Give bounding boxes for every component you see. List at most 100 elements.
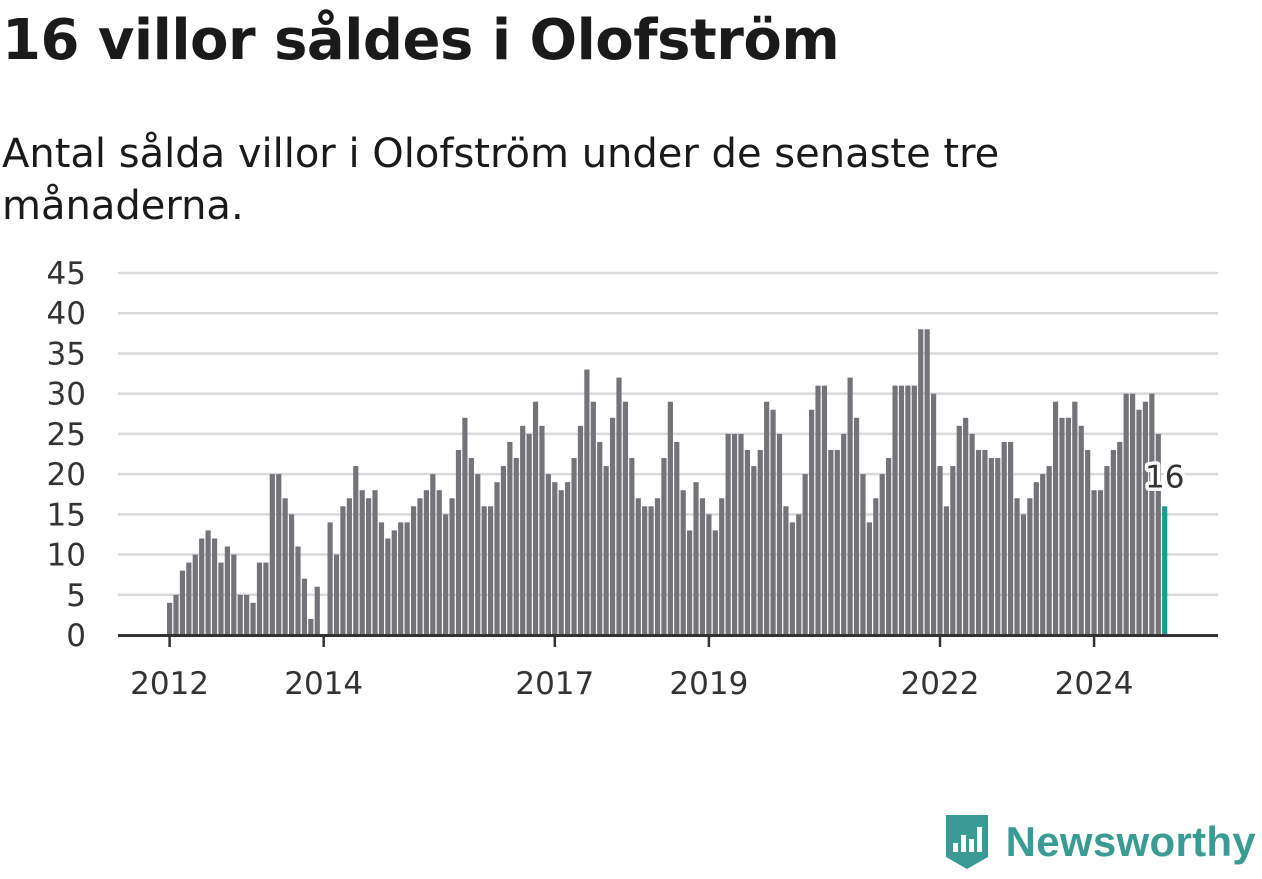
bar bbox=[744, 449, 750, 635]
bar bbox=[892, 385, 898, 635]
x-tick-label: 2017 bbox=[515, 666, 594, 702]
bar bbox=[648, 506, 654, 635]
annotations: 16 bbox=[1141, 456, 1187, 499]
bar bbox=[443, 514, 449, 635]
bar bbox=[603, 466, 609, 635]
bar bbox=[565, 482, 571, 635]
bar bbox=[1110, 449, 1116, 635]
bar bbox=[1136, 409, 1142, 635]
bar bbox=[841, 433, 847, 635]
bar bbox=[218, 562, 224, 635]
bar bbox=[616, 377, 622, 635]
brand-name: Newsworthy bbox=[1005, 818, 1256, 865]
bar bbox=[558, 490, 564, 635]
x-tick-label: 2012 bbox=[130, 666, 209, 702]
bar bbox=[391, 530, 397, 635]
bar bbox=[693, 482, 699, 635]
bar bbox=[475, 474, 481, 635]
bar bbox=[706, 514, 712, 635]
bar bbox=[725, 433, 731, 635]
bar bbox=[860, 474, 866, 635]
bar bbox=[988, 458, 994, 635]
x-tick-label: 2022 bbox=[901, 666, 980, 702]
bar bbox=[924, 329, 930, 635]
bar bbox=[552, 482, 558, 635]
bar bbox=[1078, 425, 1084, 635]
bar bbox=[590, 401, 596, 635]
bar bbox=[738, 433, 744, 635]
bar bbox=[417, 498, 423, 635]
bar bbox=[751, 466, 757, 635]
bar bbox=[943, 506, 950, 635]
bar bbox=[1097, 490, 1104, 635]
bars bbox=[167, 329, 1168, 635]
bar bbox=[789, 522, 795, 635]
y-tick-label: 35 bbox=[47, 336, 86, 372]
bar bbox=[1104, 466, 1110, 635]
bar bbox=[385, 538, 391, 635]
bar bbox=[1123, 393, 1129, 635]
bar bbox=[256, 562, 263, 635]
bar bbox=[244, 594, 250, 635]
bar bbox=[308, 618, 314, 635]
bar bbox=[802, 474, 808, 635]
bar bbox=[205, 530, 211, 635]
bar bbox=[398, 522, 404, 635]
y-tick-label: 0 bbox=[66, 618, 86, 654]
bar bbox=[719, 498, 725, 635]
bar bbox=[642, 506, 648, 635]
bar bbox=[520, 425, 526, 635]
bar bbox=[500, 466, 507, 635]
bar bbox=[1001, 441, 1007, 635]
bar bbox=[731, 433, 738, 635]
bar bbox=[937, 466, 943, 635]
y-tick-label: 20 bbox=[47, 457, 86, 493]
newsworthy-logo-icon bbox=[945, 815, 988, 869]
bar bbox=[975, 449, 982, 635]
bar bbox=[314, 586, 320, 635]
bar bbox=[609, 417, 616, 635]
bar bbox=[687, 530, 693, 635]
bar bbox=[404, 522, 410, 635]
y-tick-label: 30 bbox=[47, 377, 86, 413]
bar bbox=[269, 474, 275, 635]
bar bbox=[834, 449, 840, 635]
bar bbox=[372, 490, 378, 635]
bar bbox=[237, 594, 243, 635]
bar bbox=[436, 490, 442, 635]
bar bbox=[930, 393, 937, 635]
bar bbox=[635, 498, 641, 635]
bar bbox=[1155, 433, 1161, 635]
bar bbox=[905, 385, 911, 635]
bar bbox=[1130, 393, 1136, 635]
bar bbox=[1117, 441, 1123, 635]
bar bbox=[423, 490, 429, 635]
bar bbox=[179, 570, 186, 635]
bar bbox=[526, 433, 532, 635]
bar bbox=[770, 409, 776, 635]
bar bbox=[1065, 417, 1071, 635]
bar bbox=[366, 498, 372, 635]
bar bbox=[545, 474, 551, 635]
chart-subtitle: Antal sålda villor i Olofström under de … bbox=[2, 131, 1000, 229]
bar bbox=[1072, 401, 1078, 635]
y-tick-label: 5 bbox=[66, 578, 86, 614]
bar bbox=[654, 498, 661, 635]
bar bbox=[597, 441, 603, 635]
bar bbox=[263, 562, 269, 635]
bar bbox=[963, 417, 969, 635]
bar bbox=[468, 458, 474, 635]
bar bbox=[1142, 401, 1149, 635]
bar bbox=[911, 385, 917, 635]
bar bbox=[699, 498, 706, 635]
bar bbox=[186, 562, 192, 635]
bar bbox=[879, 474, 885, 635]
bar bbox=[571, 458, 577, 635]
bar bbox=[513, 458, 519, 635]
bar bbox=[378, 522, 385, 635]
bar bbox=[410, 506, 417, 635]
bar bbox=[969, 433, 975, 635]
bar bbox=[1027, 498, 1033, 635]
bar bbox=[1059, 417, 1065, 635]
bar bbox=[282, 498, 288, 635]
